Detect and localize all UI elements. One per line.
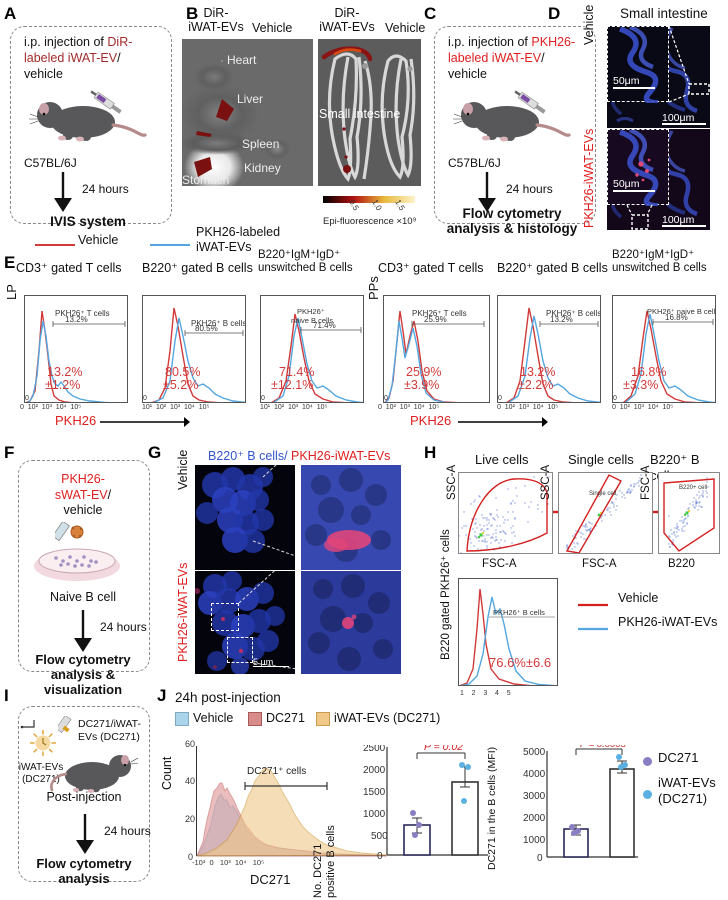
svg-text:71.4%: 71.4% <box>313 321 336 330</box>
svg-text:B220+ cell: B220+ cell <box>679 485 707 491</box>
svg-text:0: 0 <box>143 395 147 402</box>
svg-text:13.2%: 13.2% <box>550 315 573 324</box>
svg-text:1500: 1500 <box>363 787 386 798</box>
svg-text:13.2%: 13.2% <box>47 365 82 379</box>
svg-text:76.6%±6.6: 76.6%±6.6 <box>489 655 551 670</box>
svg-text:2000: 2000 <box>363 765 386 776</box>
svg-text:13.2%: 13.2% <box>65 315 88 324</box>
svg-text:±3.3%: ±3.3% <box>623 378 658 392</box>
svg-text:±12.1%: ±12.1% <box>271 378 313 392</box>
svg-text:0: 0 <box>377 851 383 860</box>
svg-text:25.9%: 25.9% <box>406 365 441 379</box>
svg-text:13.2%: 13.2% <box>520 365 555 379</box>
svg-text:PKH26⁺ B cells: PKH26⁺ B cells <box>493 608 545 617</box>
svg-text:2000: 2000 <box>523 813 546 824</box>
svg-text:Single cell: Single cell <box>589 491 616 497</box>
svg-text:P = 0.02: P = 0.02 <box>424 745 463 753</box>
svg-text:5000: 5000 <box>523 747 546 758</box>
svg-text:±3.9%: ±3.9% <box>404 378 439 392</box>
svg-text:±1.2%: ±1.2% <box>45 378 80 392</box>
svg-text:1000: 1000 <box>523 835 546 846</box>
svg-text:71.4%: 71.4% <box>279 365 314 379</box>
svg-text:0: 0 <box>261 395 265 402</box>
svg-text:4000: 4000 <box>523 769 546 780</box>
svg-text:0: 0 <box>537 853 543 863</box>
svg-text:16.8%: 16.8% <box>631 365 666 379</box>
svg-text:±2.2%: ±2.2% <box>518 378 553 392</box>
svg-text:500: 500 <box>371 831 388 842</box>
svg-text:80.5%: 80.5% <box>195 324 218 333</box>
svg-text:3000: 3000 <box>523 791 546 802</box>
svg-text:0: 0 <box>384 395 388 402</box>
svg-text:80.5%: 80.5% <box>165 365 200 379</box>
svg-text:0: 0 <box>498 395 502 402</box>
svg-text:2500: 2500 <box>363 745 386 754</box>
svg-text:1000: 1000 <box>363 809 386 820</box>
svg-text:0: 0 <box>613 395 617 402</box>
svg-text:±5.2%: ±5.2% <box>163 378 198 392</box>
svg-text:0: 0 <box>25 395 29 402</box>
svg-text:PKH26⁺: PKH26⁺ <box>297 307 325 316</box>
svg-text:16.8%: 16.8% <box>665 313 688 322</box>
svg-text:25.9%: 25.9% <box>424 315 447 324</box>
